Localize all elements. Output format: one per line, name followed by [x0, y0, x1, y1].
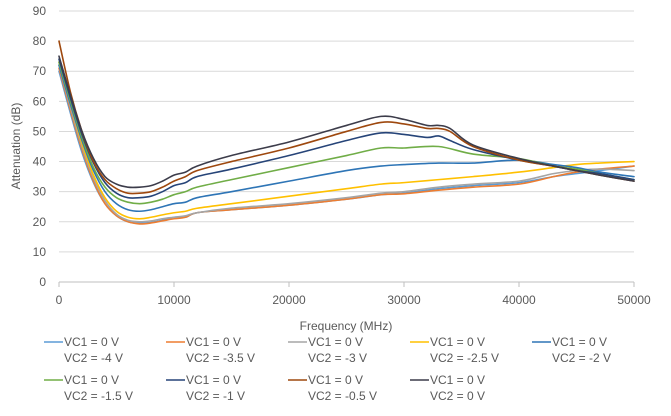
y-tick-labels: 0 10 20 30 40 50 60 70 80 90: [33, 4, 47, 289]
legend-label-line2: VC2 = -0.5 V: [308, 389, 377, 403]
y-tick-label: 90: [33, 4, 47, 18]
legend-label-line2: VC2 = 0 V: [430, 389, 485, 403]
legend-entry-5: VC1 = 0 V VC2 = -2 V: [532, 335, 611, 365]
legend-label-line2: VC2 = -2 V: [552, 351, 611, 365]
series-line-3: [58, 64, 635, 223]
series-line-4: [58, 61, 635, 220]
legend-entry-9: VC1 = 0 V VC2 = 0 V: [410, 373, 485, 403]
series-line-6: [58, 61, 635, 205]
series-line-9: [58, 55, 635, 189]
x-tick-label: 50000: [617, 293, 651, 307]
legend-entry-2: VC1 = 0 V VC2 = -3.5 V: [166, 335, 255, 365]
x-tick-label: 30000: [387, 293, 421, 307]
legend-label-line2: VC2 = -3.5 V: [186, 351, 255, 365]
y-tick-label: 40: [33, 155, 47, 169]
axes: [58, 281, 635, 287]
x-tick-label: 40000: [502, 293, 536, 307]
y-tick-label: 50: [33, 124, 47, 138]
legend-label-line1: VC1 = 0 V: [552, 335, 607, 349]
y-tick-label: 60: [33, 94, 47, 108]
x-axis-title: Frequency (MHz): [300, 319, 393, 333]
legend-label-line1: VC1 = 0 V: [430, 335, 485, 349]
y-tick-label: 30: [33, 185, 47, 199]
legend-entry-6: VC1 = 0 V VC2 = -1.5 V: [44, 373, 133, 403]
y-tick-label: 70: [33, 64, 47, 78]
legend-label-line2: VC2 = -1 V: [186, 389, 245, 403]
legend-entry-1: VC1 = 0 V VC2 = -4 V: [44, 335, 123, 365]
legend-label-line1: VC1 = 0 V: [64, 373, 119, 387]
x-tick-label: 20000: [272, 293, 306, 307]
y-tick-label: 20: [33, 215, 47, 229]
legend-label-line1: VC1 = 0 V: [308, 335, 363, 349]
legend-label-line1: VC1 = 0 V: [308, 373, 363, 387]
x-tick-labels: 0 10000 20000 30000 40000 50000: [56, 293, 651, 307]
legend-label-line2: VC2 = -4 V: [64, 351, 123, 365]
y-tick-label: 10: [33, 245, 47, 259]
legend-entry-8: VC1 = 0 V VC2 = -0.5 V: [288, 373, 377, 403]
series-line-8: [58, 40, 635, 195]
legend-entry-4: VC1 = 0 V VC2 = -2.5 V: [410, 335, 499, 365]
legend-label-line1: VC1 = 0 V: [64, 335, 119, 349]
legend-label-line2: VC2 = -1.5 V: [64, 389, 133, 403]
y-axis-title: Attenuation (dB): [9, 103, 23, 190]
x-tick-label: 10000: [157, 293, 191, 307]
legend-label-line2: VC2 = -2.5 V: [430, 351, 499, 365]
series-lines: [58, 40, 635, 225]
series-line-2: [58, 67, 635, 225]
legend-entry-3: VC1 = 0 V VC2 = -3 V: [288, 335, 367, 365]
y-tick-label: 0: [39, 275, 46, 289]
legend: VC1 = 0 V VC2 = -4 V VC1 = 0 V VC2 = -3.5 V…: [44, 335, 611, 403]
x-tick-label: 0: [56, 293, 63, 307]
legend-label-line1: VC1 = 0 V: [186, 335, 241, 349]
legend-entry-7: VC1 = 0 V VC2 = -1 V: [166, 373, 245, 403]
series-line-1: [58, 70, 635, 225]
legend-label-line1: VC1 = 0 V: [186, 373, 241, 387]
legend-label-line1: VC1 = 0 V: [430, 373, 485, 387]
y-tick-label: 80: [33, 34, 47, 48]
legend-label-line2: VC2 = -3 V: [308, 351, 367, 365]
